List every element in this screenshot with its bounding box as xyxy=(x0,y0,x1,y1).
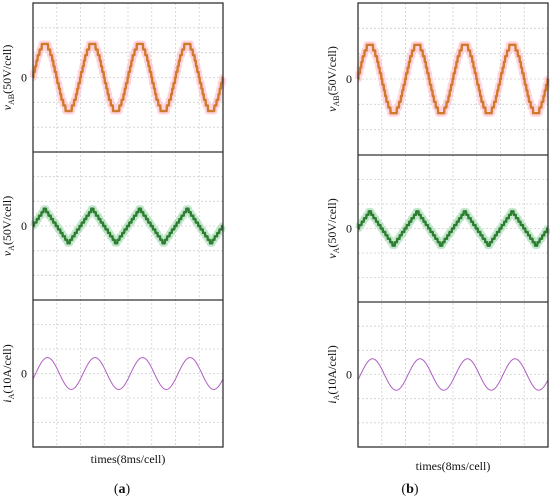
y-axis-label-symbol: v xyxy=(0,250,14,256)
panel-label-letter: a xyxy=(119,482,126,497)
y-axis-label-unit: (50V/cell) xyxy=(325,198,339,247)
y-axis-label-subscript: A xyxy=(332,247,341,253)
y-axis-label-va: vA(50V/cell) xyxy=(0,196,16,256)
y-axis-label-va: vA(50V/cell) xyxy=(325,198,341,258)
panel-a: 0vAB(50V/cell)0vA(50V/cell)0iA(10A/cell)… xyxy=(0,2,227,497)
y-axis-label-unit: (50V/cell) xyxy=(0,45,14,94)
y-axis-label-unit: (50V/cell) xyxy=(325,46,339,95)
y-axis-label-symbol: i xyxy=(325,400,339,403)
y-axis-label-subscript: AB xyxy=(7,94,16,105)
x-axis-label: times(8ms/cell) xyxy=(91,452,166,466)
y-axis-label-symbol: v xyxy=(325,253,339,259)
trace-ia xyxy=(32,357,224,390)
y-axis-label-unit: (50V/cell) xyxy=(0,196,14,245)
trace-va xyxy=(357,210,549,247)
y-axis-label-ia: iA(10A/cell) xyxy=(0,344,16,402)
y-axis-label-unit: (10A/cell) xyxy=(0,344,14,393)
plot-frame xyxy=(32,2,224,448)
trace-va xyxy=(32,207,224,245)
zero-tick-label: 0 xyxy=(21,367,27,381)
y-axis-label-symbol: v xyxy=(0,104,14,110)
y-axis-label-subscript: A xyxy=(7,245,16,251)
zero-tick-label: 0 xyxy=(21,71,27,85)
plot-frame xyxy=(357,2,549,448)
y-axis-label-symbol: v xyxy=(325,106,339,112)
y-axis-label-vab: vAB(50V/cell) xyxy=(325,46,341,112)
zero-tick-label: 0 xyxy=(21,219,27,233)
panel-label-letter: b xyxy=(406,482,414,497)
y-axis-label-vab: vAB(50V/cell) xyxy=(0,45,16,111)
zero-tick-label: 0 xyxy=(346,222,352,236)
panel-label-open: ( xyxy=(114,482,119,497)
panel-label-b: (b) xyxy=(401,482,418,497)
zero-tick-label: 0 xyxy=(346,368,352,382)
trace-vab xyxy=(32,42,224,113)
y-axis-label-subscript: AB xyxy=(332,95,341,106)
panel-label-a: (a) xyxy=(114,482,131,497)
panel-b: 0vAB(50V/cell)0vA(50V/cell)0iA(10A/cell)… xyxy=(325,2,550,497)
zero-tick-label: 0 xyxy=(346,72,352,86)
y-axis-label-unit: (10A/cell) xyxy=(325,345,339,394)
trace-vab xyxy=(357,43,549,115)
y-axis-label-symbol: i xyxy=(0,399,14,402)
y-axis-label-subscript: A xyxy=(332,394,341,400)
panel-label-close: ) xyxy=(126,482,131,497)
y-axis-label-subscript: A xyxy=(7,393,16,399)
y-axis-label-ia: iA(10A/cell) xyxy=(325,345,341,403)
trace-ia xyxy=(357,358,549,391)
panel-label-open: ( xyxy=(401,482,406,497)
panel-label-close: ) xyxy=(414,482,419,497)
x-axis-label: times(8ms/cell) xyxy=(416,459,491,473)
